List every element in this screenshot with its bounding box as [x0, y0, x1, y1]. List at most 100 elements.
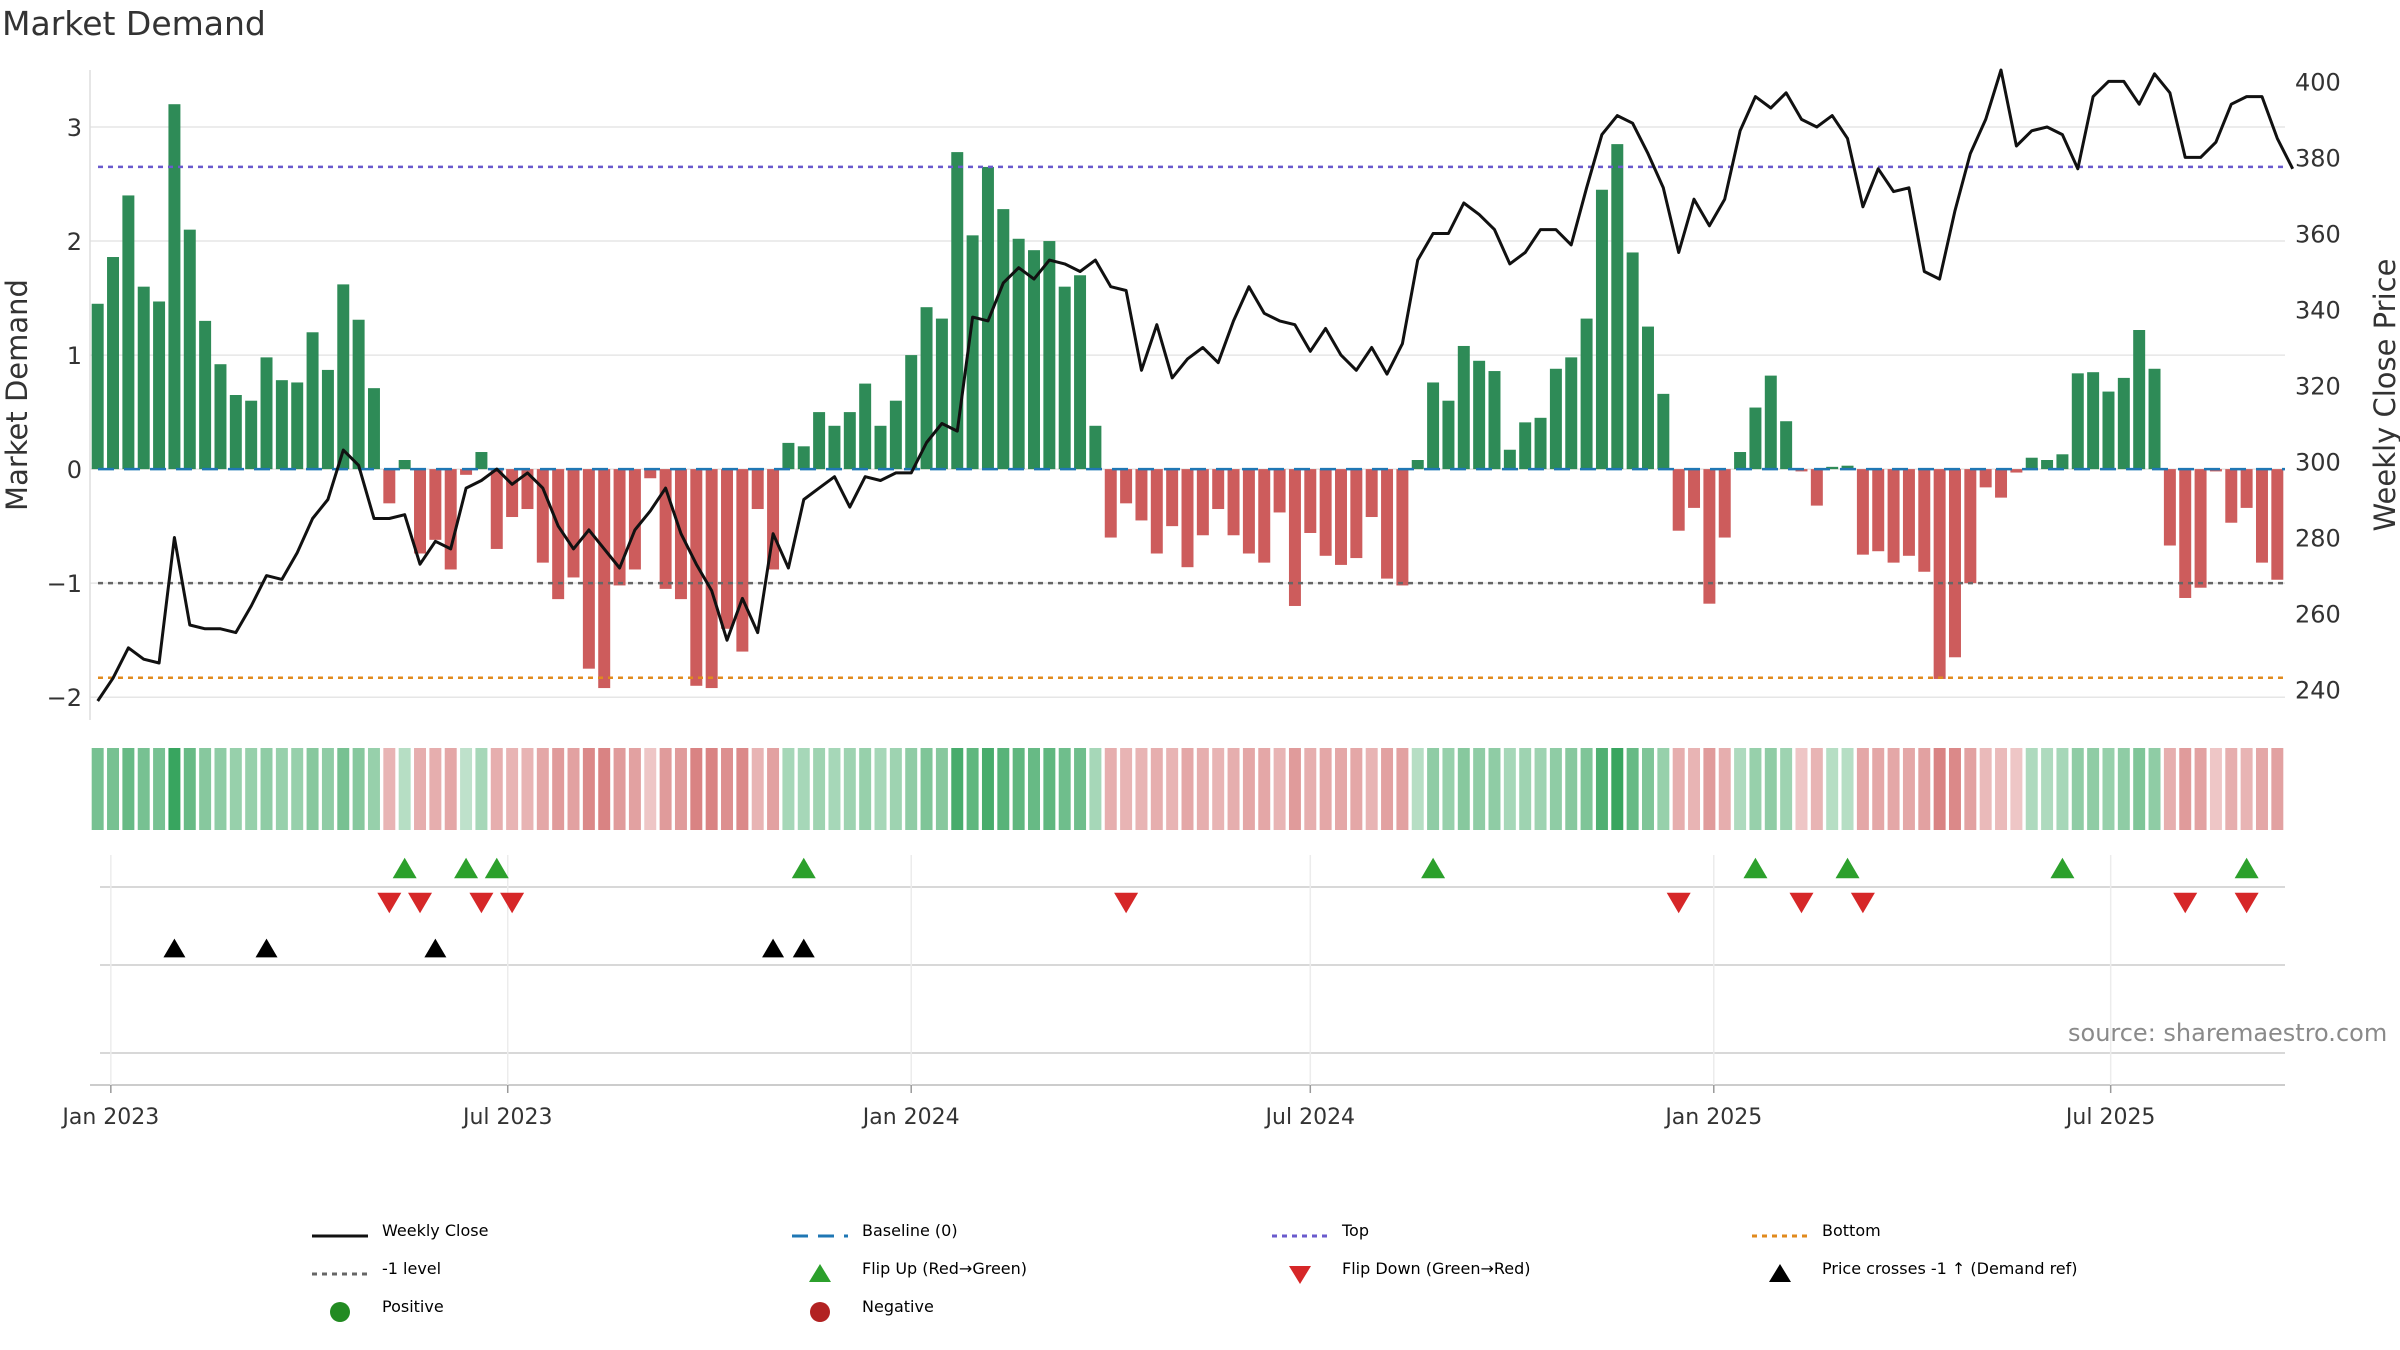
color-strip-cell — [1488, 748, 1501, 830]
demand-bar — [1565, 357, 1578, 470]
demand-bar — [2163, 469, 2176, 546]
color-strip-cell — [628, 748, 641, 830]
color-strip-cell — [813, 748, 826, 830]
demand-bar — [1442, 400, 1455, 470]
demand-bar — [1181, 469, 1194, 568]
color-strip-cell — [2194, 748, 2207, 830]
demand-bar — [1258, 469, 1271, 563]
color-strip-cell — [1749, 748, 1762, 830]
bottom-legend-icon — [1752, 1234, 1808, 1238]
demand-bar — [521, 469, 534, 510]
demand-bar — [1381, 469, 1394, 579]
demand-bar — [705, 469, 718, 689]
flip-down-marker — [377, 892, 402, 914]
legend-label: Bottom — [1822, 1221, 1881, 1240]
x-tick-label: Jan 2023 — [60, 1105, 159, 1130]
color-strip-cell — [1964, 748, 1977, 830]
color-strip-cell — [367, 748, 380, 830]
demand-bar — [1611, 144, 1624, 470]
y-right-tick-label: 360 — [2295, 220, 2341, 248]
demand-bar — [475, 452, 488, 470]
color-strip-cell — [1948, 748, 1961, 830]
demand-bar — [291, 382, 304, 470]
color-strip-cell — [229, 748, 242, 830]
color-strip-cell — [1365, 748, 1378, 830]
x-tick-label: Jul 2025 — [2064, 1105, 2156, 1130]
flip-down-marker — [500, 892, 525, 914]
color-strip-cell — [828, 748, 841, 830]
demand-bar — [2225, 469, 2238, 523]
color-strip-cell — [1427, 748, 1440, 830]
color-strip-cell — [91, 748, 104, 830]
source-credit: source: sharemaestro.com — [2068, 1019, 2388, 1047]
color-strip-cell — [2271, 748, 2284, 830]
demand-bar — [1595, 189, 1608, 470]
demand-bar — [767, 469, 780, 570]
demand-bar — [920, 307, 933, 470]
demand-bar — [567, 469, 580, 578]
demand-bar — [2255, 469, 2268, 563]
demand-bar — [321, 369, 334, 470]
demand-bar — [1288, 469, 1301, 606]
x-tick-label: Jan 2024 — [861, 1105, 960, 1130]
demand-bar — [659, 469, 672, 589]
legend-label: Top — [1342, 1221, 1369, 1240]
demand-bar — [2194, 469, 2207, 588]
color-strip-cell — [2225, 748, 2238, 830]
demand-bar — [245, 400, 258, 470]
color-strip-cell — [1335, 748, 1347, 830]
color-strip-cell — [567, 748, 580, 830]
demand-bar — [260, 357, 273, 470]
y-right-tick-label: 380 — [2295, 144, 2341, 172]
color-strip-cell — [2025, 748, 2038, 830]
demand-bar — [859, 383, 872, 470]
y-tick-label: 3 — [67, 114, 82, 142]
demand-bar — [1979, 469, 1992, 488]
demand-bar — [1534, 417, 1547, 470]
demand-bar — [2240, 469, 2253, 508]
color-strip-cell — [705, 748, 718, 830]
demand-bar — [1058, 286, 1071, 470]
demand-bar — [951, 152, 964, 470]
flip-down-marker — [469, 892, 494, 914]
demand-bar — [1734, 452, 1747, 470]
legend-label: Weekly Close — [382, 1221, 489, 1240]
color-strip-cell — [1288, 748, 1301, 830]
color-strip-cell — [1810, 748, 1823, 830]
demand-bar — [1826, 466, 1839, 470]
demand-bar — [613, 469, 626, 586]
color-strip-cell — [321, 748, 334, 830]
demand-bar — [1642, 326, 1654, 470]
color-strip-cell — [1012, 748, 1025, 830]
price-cross-marker — [424, 938, 447, 958]
color-strip-cell — [2163, 748, 2176, 830]
color-strip-cell — [598, 748, 611, 830]
baseline-legend-icon — [792, 1234, 848, 1238]
color-strip-cell — [1626, 748, 1639, 830]
color-strip-cell — [1104, 748, 1117, 830]
color-strip-cell — [199, 748, 212, 830]
color-strip-cell — [536, 748, 549, 830]
color-strip-cell — [1273, 748, 1286, 830]
weekly-close-line — [96, 68, 2295, 702]
demand-bar — [1104, 469, 1117, 538]
color-strip-cell — [2179, 748, 2192, 830]
color-strip-cell — [1473, 748, 1486, 830]
legend-label: Price crosses -1 ↑ (Demand ref) — [1822, 1259, 2078, 1278]
demand-bar — [367, 388, 380, 470]
demand-bar — [1304, 469, 1317, 533]
color-strip-cell — [137, 748, 150, 830]
color-strip-cell — [859, 748, 872, 830]
demand-bar — [91, 303, 104, 470]
demand-bar — [1549, 368, 1562, 470]
cross-legend-icon — [1769, 1264, 1791, 1282]
color-strip-cell — [2041, 748, 2054, 830]
color-strip-cell — [1841, 748, 1854, 830]
y-right-axis-title: Weekly Close Price — [2368, 259, 2400, 532]
color-strip-cell — [1642, 748, 1654, 830]
color-strip-cell — [1074, 748, 1087, 830]
color-strip-cell — [797, 748, 810, 830]
weekly-close-legend-icon — [312, 1234, 368, 1238]
color-strip-cell — [1411, 748, 1424, 830]
color-strip-cell — [1872, 748, 1885, 830]
